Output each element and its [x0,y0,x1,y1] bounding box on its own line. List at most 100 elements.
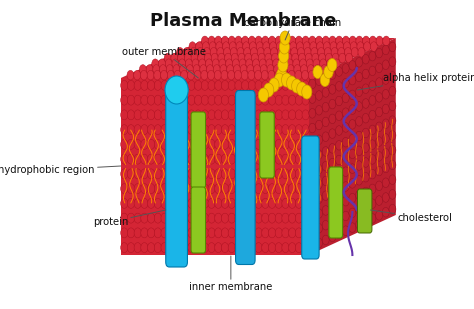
Circle shape [237,48,244,57]
Circle shape [262,139,269,149]
Circle shape [356,116,363,126]
Circle shape [309,36,316,46]
Circle shape [282,80,289,90]
Circle shape [121,228,128,238]
Circle shape [322,147,329,156]
Circle shape [296,42,303,51]
Circle shape [221,243,228,253]
Circle shape [322,117,329,127]
Circle shape [181,169,188,179]
Circle shape [336,36,343,46]
Circle shape [147,110,155,120]
Circle shape [289,243,296,253]
Circle shape [242,213,249,223]
Circle shape [362,69,369,79]
Circle shape [302,139,309,149]
Circle shape [295,95,302,105]
Circle shape [302,110,309,120]
Circle shape [184,53,191,63]
Circle shape [178,53,184,63]
Circle shape [369,110,376,120]
Circle shape [275,139,283,149]
Circle shape [369,184,376,194]
Circle shape [258,88,268,102]
Circle shape [215,80,222,90]
Circle shape [181,70,188,80]
Circle shape [221,36,228,46]
Circle shape [356,161,363,170]
Circle shape [316,91,322,100]
Circle shape [161,213,168,223]
Circle shape [152,59,159,69]
Circle shape [235,139,242,149]
Circle shape [154,70,161,80]
Circle shape [268,228,276,238]
Circle shape [302,85,312,99]
Circle shape [187,70,194,80]
Circle shape [215,213,222,223]
Circle shape [242,125,249,135]
Circle shape [215,198,222,208]
Circle shape [349,36,356,46]
Circle shape [242,243,249,253]
Circle shape [262,80,269,90]
Circle shape [293,59,300,69]
Circle shape [389,160,396,170]
Circle shape [215,154,222,164]
Circle shape [147,125,155,135]
Circle shape [277,48,284,57]
Circle shape [174,95,182,105]
Circle shape [141,169,148,179]
Circle shape [255,154,262,164]
Circle shape [208,228,215,238]
Circle shape [266,59,273,69]
Circle shape [369,51,376,61]
Circle shape [375,107,383,117]
Circle shape [299,53,305,63]
Circle shape [215,36,222,46]
Circle shape [228,228,236,238]
Circle shape [188,198,195,208]
Circle shape [121,169,128,179]
Circle shape [201,198,209,208]
Circle shape [349,149,356,159]
Circle shape [228,70,235,80]
Circle shape [294,65,301,74]
Circle shape [181,228,188,238]
Circle shape [349,61,356,70]
Circle shape [275,95,283,105]
Circle shape [369,95,376,105]
Circle shape [228,110,236,120]
Circle shape [228,36,235,46]
Circle shape [161,95,168,105]
Circle shape [369,125,376,135]
Circle shape [228,154,236,164]
Circle shape [147,213,155,223]
Circle shape [235,70,241,80]
Circle shape [337,42,344,51]
Circle shape [248,80,255,90]
Circle shape [342,197,349,206]
Circle shape [322,176,329,186]
Circle shape [228,125,236,135]
Circle shape [349,105,356,114]
Circle shape [295,125,302,135]
Circle shape [297,82,307,96]
Circle shape [283,42,290,51]
Circle shape [240,65,247,74]
Circle shape [194,243,202,253]
Circle shape [262,198,269,208]
Circle shape [309,70,315,80]
Circle shape [168,110,175,120]
Circle shape [349,75,356,85]
Circle shape [242,110,249,120]
Circle shape [201,95,209,105]
Circle shape [248,184,255,194]
Circle shape [174,154,182,164]
Circle shape [201,169,209,179]
Circle shape [255,95,262,105]
Circle shape [208,36,215,46]
Circle shape [383,75,389,84]
Circle shape [192,59,199,69]
Circle shape [248,154,255,164]
